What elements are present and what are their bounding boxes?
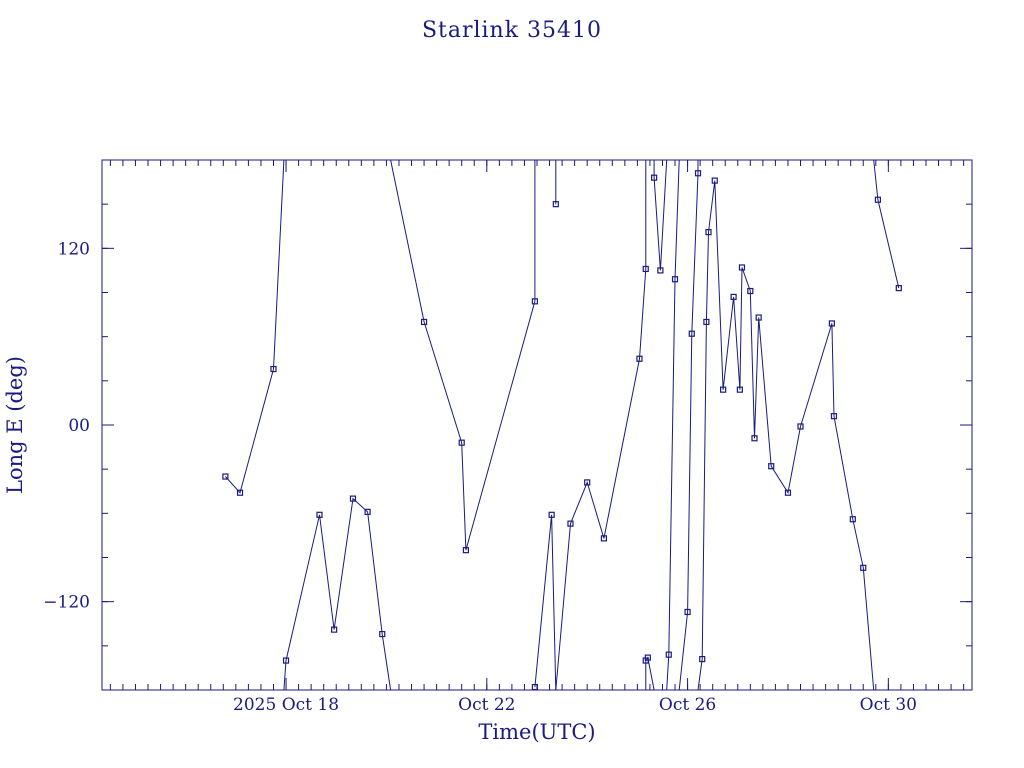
data-point xyxy=(600,535,608,542)
data-point xyxy=(784,489,792,496)
data-point xyxy=(270,365,277,373)
data-point xyxy=(236,489,244,496)
series-line xyxy=(555,160,647,691)
y-tick-label: 120 xyxy=(58,239,90,259)
x-tick-label: Oct 26 xyxy=(659,695,716,715)
series-line xyxy=(873,159,900,289)
data-point xyxy=(420,318,428,326)
series-line xyxy=(653,159,668,271)
data-point xyxy=(644,654,651,661)
data-point xyxy=(849,516,856,523)
x-tick-label: 2025 Oct 18 xyxy=(233,695,339,715)
data-point xyxy=(711,177,718,184)
data-point xyxy=(458,439,465,446)
data-point xyxy=(642,265,649,273)
data-point xyxy=(636,355,643,362)
y-axis-title: Long E (deg) xyxy=(3,356,27,494)
data-point xyxy=(703,318,710,326)
data-point xyxy=(694,170,702,177)
series-line xyxy=(390,159,536,551)
data-point xyxy=(720,386,727,393)
data-point xyxy=(830,413,838,420)
series-line xyxy=(534,514,557,691)
data-point xyxy=(584,479,591,486)
series-line xyxy=(645,656,655,691)
plot-area xyxy=(102,159,972,691)
series-line xyxy=(678,160,699,691)
data-point xyxy=(567,520,574,527)
data-point xyxy=(768,463,775,470)
data-point xyxy=(331,626,338,633)
data-point xyxy=(755,314,762,321)
y-tick-label: 00 xyxy=(68,416,90,436)
series-line xyxy=(666,159,680,691)
data-point xyxy=(860,564,867,571)
data-point xyxy=(364,508,371,515)
data-point xyxy=(462,547,469,554)
data-point xyxy=(751,435,758,442)
data-point xyxy=(874,196,881,203)
x-tick-label: Oct 22 xyxy=(458,695,515,715)
series-line xyxy=(283,497,392,691)
chart-title: Starlink 35410 xyxy=(422,18,602,43)
data-point xyxy=(531,298,539,305)
x-axis-title: Time(UTC) xyxy=(478,720,595,744)
data-point xyxy=(699,655,706,663)
data-point xyxy=(738,264,746,271)
data-point xyxy=(747,287,754,295)
data-point xyxy=(730,293,737,301)
data-point xyxy=(651,174,658,181)
series-line xyxy=(697,180,875,691)
plot-frame xyxy=(101,159,973,691)
data-point xyxy=(316,511,323,518)
data-point xyxy=(379,630,386,638)
data-point xyxy=(688,330,695,337)
data-point xyxy=(736,386,743,393)
series-line xyxy=(225,159,285,494)
data-point xyxy=(705,229,712,236)
data-point xyxy=(282,657,290,664)
data-point xyxy=(548,511,555,518)
data-point xyxy=(222,473,229,480)
data-point xyxy=(349,495,357,502)
data-point xyxy=(828,320,835,327)
data-point xyxy=(797,423,804,430)
x-tick-label: Oct 30 xyxy=(860,695,917,715)
y-tick-label: −120 xyxy=(43,593,90,613)
data-point xyxy=(684,608,691,616)
data-point xyxy=(657,267,664,274)
data-point xyxy=(671,276,679,283)
data-point xyxy=(665,651,672,658)
data-point xyxy=(552,201,559,208)
data-point xyxy=(895,284,902,292)
